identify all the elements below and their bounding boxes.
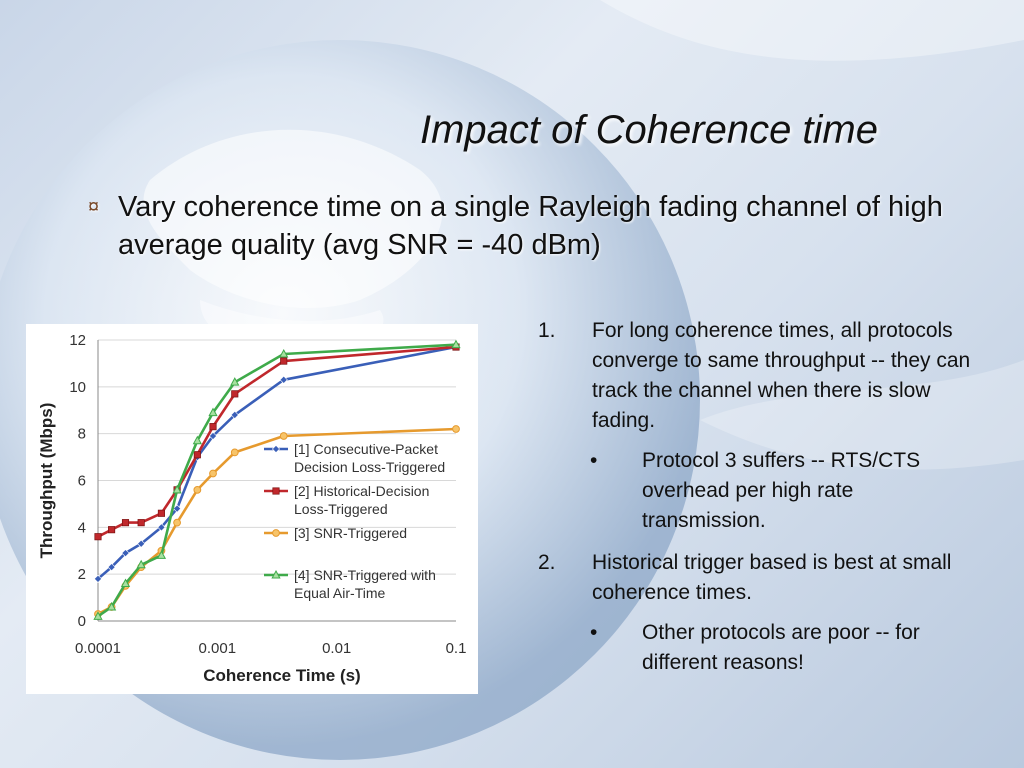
y-tick-label: 0 (78, 613, 86, 630)
data-point (173, 518, 181, 527)
data-point (120, 578, 131, 588)
data-point (93, 574, 103, 583)
y-tick-label: 4 (78, 519, 86, 536)
note-item-2: 2. Historical trigger based is best at s… (538, 548, 978, 608)
data-point (193, 451, 201, 459)
data-point (271, 444, 281, 454)
data-point (279, 349, 289, 358)
y-tick-label: 12 (69, 332, 86, 349)
data-point (93, 611, 103, 620)
data-point (121, 549, 130, 558)
data-point (156, 550, 167, 559)
data-point (272, 529, 280, 537)
y-tick-label: 6 (78, 473, 86, 490)
legend-label-line: [3] SNR-Triggered (294, 525, 407, 541)
data-point (280, 357, 288, 365)
bullet-dot: • (590, 449, 598, 472)
legend-label: [4] SNR-Triggered with Equal Air-Time (294, 567, 436, 601)
y-tick-label: 2 (78, 566, 86, 583)
legend-label: [2] Historical-Decision Loss-Triggered (294, 483, 429, 517)
data-point (106, 601, 117, 611)
note-subitem-1: • Protocol 3 suffers -- RTS/CTS overhead… (538, 446, 978, 536)
data-point (157, 509, 165, 517)
data-point (137, 519, 145, 527)
data-point (209, 469, 217, 478)
data-point (121, 519, 130, 527)
legend-label-line: Loss-Triggered (294, 501, 388, 517)
data-point (452, 425, 460, 433)
data-point (279, 432, 288, 440)
legend-label-line: [4] SNR-Triggered with (294, 567, 436, 583)
data-point (192, 435, 202, 445)
x-tick-label: 0.01 (322, 640, 351, 657)
y-tick-label: 8 (78, 426, 86, 443)
data-point (136, 559, 146, 569)
note-text: Historical trigger based is best at smal… (592, 551, 952, 604)
data-point (208, 407, 218, 417)
y-axis-label: Throughput (Mbps) (37, 403, 56, 559)
data-point (172, 484, 182, 494)
data-point (231, 390, 239, 398)
legend-label-line: Decision Loss-Triggered (294, 459, 445, 475)
data-point (230, 410, 239, 419)
note-subitem-2: • Other protocols are poor -- for differ… (538, 618, 978, 678)
data-point (108, 526, 116, 534)
note-text: For long coherence times, all protocols … (592, 319, 971, 432)
data-point (272, 487, 280, 495)
legend-label: [1] Consecutive-Packet Decision Loss-Trig… (294, 441, 445, 475)
legend-label-line: [1] Consecutive-Packet (294, 441, 438, 457)
y-tick-label: 10 (69, 379, 86, 396)
x-tick-label: 0.0001 (75, 640, 121, 657)
data-point (451, 339, 461, 349)
slide-title: Impact of Coherence time (420, 108, 878, 152)
data-point (271, 569, 281, 579)
data-point (193, 485, 202, 494)
note-number: 2. (538, 551, 556, 574)
notes-list: 1. For long coherence times, all protoco… (538, 316, 978, 690)
data-point (94, 533, 102, 541)
note-item-1: 1. For long coherence times, all protoco… (538, 316, 978, 436)
data-point (279, 375, 288, 384)
bullet-dot: • (590, 621, 598, 644)
data-point (209, 423, 217, 431)
data-point (137, 539, 146, 548)
quad-arrow-bullet-icon: ¤ (88, 196, 100, 218)
data-point (230, 377, 240, 386)
main-bullet-text: Vary coherence time on a single Rayleigh… (118, 191, 943, 261)
data-point (107, 563, 116, 572)
data-point (230, 448, 239, 457)
legend-label-line: [2] Historical-Decision (294, 483, 429, 499)
data-point (157, 523, 166, 532)
x-axis-label: Coherence Time (s) (203, 666, 360, 685)
legend-label-line: Equal Air-Time (294, 585, 386, 601)
throughput-chart: 0 2 4 6 8 10 12 0.0001 0.001 0.01 0.1 Coherence Tim… (37, 332, 467, 685)
data-point (208, 431, 218, 441)
note-subtext: Other protocols are poor -- for differen… (642, 621, 920, 674)
legend-label: [3] SNR-Triggered (294, 525, 407, 541)
note-number: 1. (538, 319, 556, 342)
chart-panel: 0 2 4 6 8 10 12 0.0001 0.001 0.01 0.1 Coherence Tim… (26, 324, 478, 694)
data-point (173, 504, 182, 513)
note-subtext: Protocol 3 suffers -- RTS/CTS overhead p… (642, 449, 921, 532)
x-tick-label: 0.001 (199, 640, 237, 657)
x-tick-label: 0.1 (446, 640, 467, 657)
